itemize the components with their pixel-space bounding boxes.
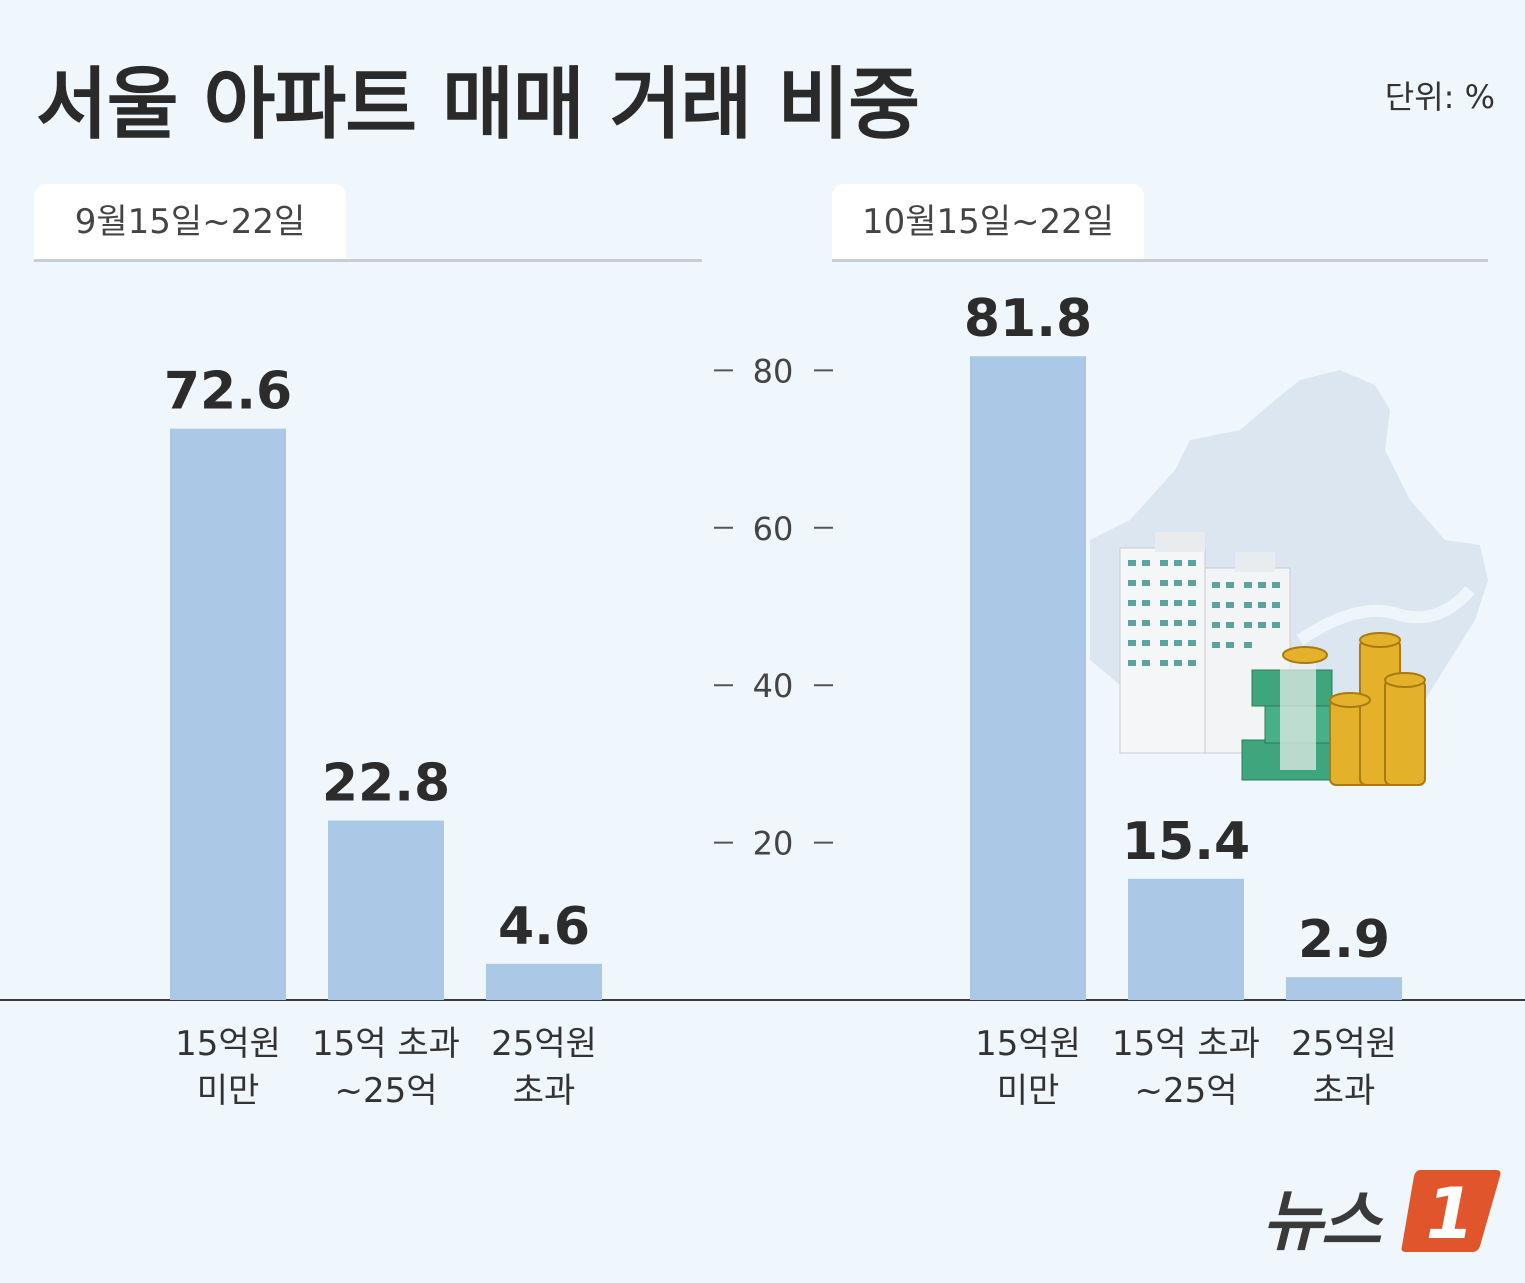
bar-value-label: 72.6: [164, 362, 292, 422]
bar: [1128, 878, 1244, 1000]
category-label: 미만: [997, 1071, 1060, 1111]
category-label: 15억원: [975, 1024, 1081, 1064]
tab-period-september: 9월15일~22일: [34, 184, 346, 260]
category-label: 초과: [513, 1071, 576, 1111]
category-label: 25억원: [491, 1024, 597, 1064]
logo-wordmark: 뉴스: [1262, 1183, 1381, 1260]
bar-value-label: 81.8: [964, 289, 1092, 349]
category-label: 미만: [197, 1071, 260, 1111]
divider-right: [832, 259, 1488, 262]
bar-value-label: 22.8: [322, 754, 450, 814]
bar-value-label: 4.6: [498, 897, 590, 957]
category-label: 15억 초과: [312, 1024, 460, 1064]
bar: [1286, 977, 1402, 1000]
tab-period-october: 10월15일~22일: [832, 184, 1144, 260]
bar-value-label: 15.4: [1122, 812, 1250, 872]
y-tick-label: 40: [753, 667, 794, 705]
bar: [328, 820, 444, 1000]
category-label: 초과: [1313, 1071, 1376, 1111]
category-label: ~25억: [334, 1071, 437, 1111]
bar: [970, 356, 1086, 1000]
unit-label: 단위: %: [1384, 78, 1495, 116]
bar: [170, 428, 286, 1000]
y-tick-label: 20: [753, 825, 794, 863]
news1-logo: 뉴스 1: [1262, 1162, 1502, 1260]
bar-value-label: 2.9: [1298, 910, 1390, 970]
divider-left: [34, 259, 702, 262]
category-label: 15억 초과: [1112, 1024, 1260, 1064]
category-label: 25억원: [1291, 1024, 1397, 1064]
category-label: 15억원: [175, 1024, 281, 1064]
y-tick-label: 80: [753, 352, 794, 390]
bar: [486, 963, 602, 1000]
logo-mark-icon: 1: [1401, 1170, 1501, 1254]
y-tick-label: 60: [753, 510, 794, 548]
category-label: ~25억: [1134, 1071, 1237, 1111]
apartment-buildings-with-money-icon: [1119, 532, 1426, 786]
page-title: 서울 아파트 매매 거래 비중: [36, 60, 920, 150]
logo-mark-digit: 1: [1426, 1173, 1475, 1254]
